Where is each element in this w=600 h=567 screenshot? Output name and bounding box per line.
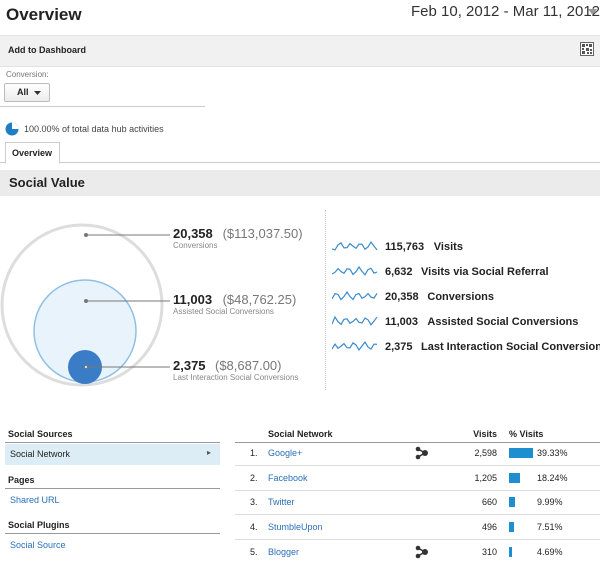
network-link[interactable]: Google+ — [268, 448, 303, 458]
sparkline — [332, 240, 378, 251]
column-header: % Visits — [509, 429, 544, 439]
metric-label: Conversions — [427, 291, 495, 303]
metric-label: Last Interaction Social Conversions — [421, 341, 600, 353]
page-title: Overview — [6, 5, 82, 24]
metric-value: 6,632 — [385, 266, 413, 278]
metric-value: 115,763 — [385, 241, 425, 253]
network-link[interactable]: StumbleUpon — [268, 522, 323, 533]
pct-label: 9.99% — [537, 497, 563, 508]
sidebar-heading: Social Plugins — [8, 520, 70, 530]
circle-caption: Conversions — [173, 241, 218, 250]
visits: 660 — [481, 497, 497, 508]
rank: 1. — [250, 448, 258, 458]
pct-label: 39.33% — [537, 448, 568, 458]
sidebar-item-active[interactable] — [5, 444, 220, 465]
row-divider — [235, 514, 600, 516]
metric-value: 2,375 — [385, 341, 413, 353]
pct-label: 4.69% — [537, 546, 563, 557]
circle-amount: ($8,687.00) — [215, 358, 282, 373]
metric-label: Visits — [433, 241, 463, 253]
tab[interactable]: Overview — [5, 142, 60, 164]
section-title: Social Value — [9, 175, 85, 190]
circle-amount: ($48,762.25) — [222, 292, 297, 307]
pct-bar — [509, 472, 520, 483]
visits: 2,598 — [474, 448, 497, 458]
circle-value: 20,358 — [173, 226, 213, 241]
metric-value: 11,003 — [385, 316, 419, 328]
sidebar-item[interactable]: Social Source — [10, 540, 66, 550]
metric-label: Visits via Social Referral — [421, 266, 549, 278]
circle-value: 2,375 — [173, 358, 206, 373]
row-divider — [235, 489, 600, 491]
pct-bar — [509, 546, 512, 557]
row-divider — [235, 465, 600, 466]
rank: 3. — [250, 497, 258, 508]
sparkline — [332, 290, 378, 301]
network-link[interactable]: Twitter — [268, 497, 295, 508]
section-bar — [0, 170, 600, 196]
sidebar-arrow: ▸ — [207, 448, 212, 457]
visits: 1,205 — [474, 472, 497, 483]
add-to-dashboard[interactable]: Add to Dashboard — [8, 45, 86, 55]
sidebar-divider — [5, 442, 220, 443]
grid-icon[interactable] — [580, 42, 594, 56]
rank: 2. — [250, 472, 258, 483]
metric-value: 20,358 — [385, 291, 419, 303]
tab-line — [0, 162, 600, 163]
tab-label: Overview — [12, 148, 53, 158]
activity-icon[interactable] — [415, 545, 429, 559]
date-dropdown-arrow[interactable] — [588, 8, 598, 16]
visits: 496 — [481, 522, 497, 533]
sidebar-heading: Social Sources — [8, 429, 73, 439]
sidebar-item[interactable]: Social Network — [10, 449, 71, 459]
sidebar-item[interactable]: Shared URL — [10, 495, 60, 505]
coverage-text: 100.00% of total data hub activities — [24, 124, 164, 134]
segment-button[interactable]: All — [4, 83, 50, 102]
pct-label: 7.51% — [537, 522, 563, 533]
separator — [325, 210, 326, 390]
segment-button-text: All — [17, 87, 29, 97]
sidebar-heading: Pages — [8, 475, 35, 485]
pct-label: 18.24% — [537, 472, 568, 483]
pct-bar — [509, 522, 514, 533]
sidebar-divider — [5, 488, 220, 489]
pct-bar — [509, 497, 515, 508]
sparkline — [332, 315, 378, 326]
divider — [0, 106, 205, 107]
metric-label: Assisted Social Conversions — [427, 316, 579, 328]
date-range[interactable]: Feb 10, 2012 - Mar 11, 2012 — [411, 3, 600, 20]
activity-icon[interactable] — [415, 446, 429, 460]
segment-label: Conversion: — [6, 70, 49, 79]
circle-amount: ($113,037.50) — [222, 226, 303, 241]
coverage-pie — [5, 122, 19, 136]
network-link[interactable]: Blogger — [268, 546, 300, 557]
rank: 5. — [250, 546, 258, 557]
segment-arrow — [34, 91, 41, 95]
column-header: Visits — [473, 429, 497, 439]
circle-caption: Last Interaction Social Conversions — [173, 373, 299, 382]
sidebar-divider — [5, 533, 220, 534]
toolbar — [0, 35, 600, 67]
visits: 310 — [481, 546, 497, 557]
pct-bar — [509, 448, 533, 458]
column-header: Social Network — [268, 429, 333, 439]
row-divider — [235, 539, 600, 541]
rank: 4. — [250, 522, 258, 533]
table-divider — [235, 442, 600, 443]
circle-caption: Assisted Social Conversions — [173, 307, 274, 316]
conversion-circles — [0, 223, 170, 387]
network-link[interactable]: Facebook — [268, 472, 308, 483]
circle-value: 11,003 — [173, 292, 213, 307]
sparkline — [332, 341, 378, 351]
sparkline — [332, 265, 378, 276]
